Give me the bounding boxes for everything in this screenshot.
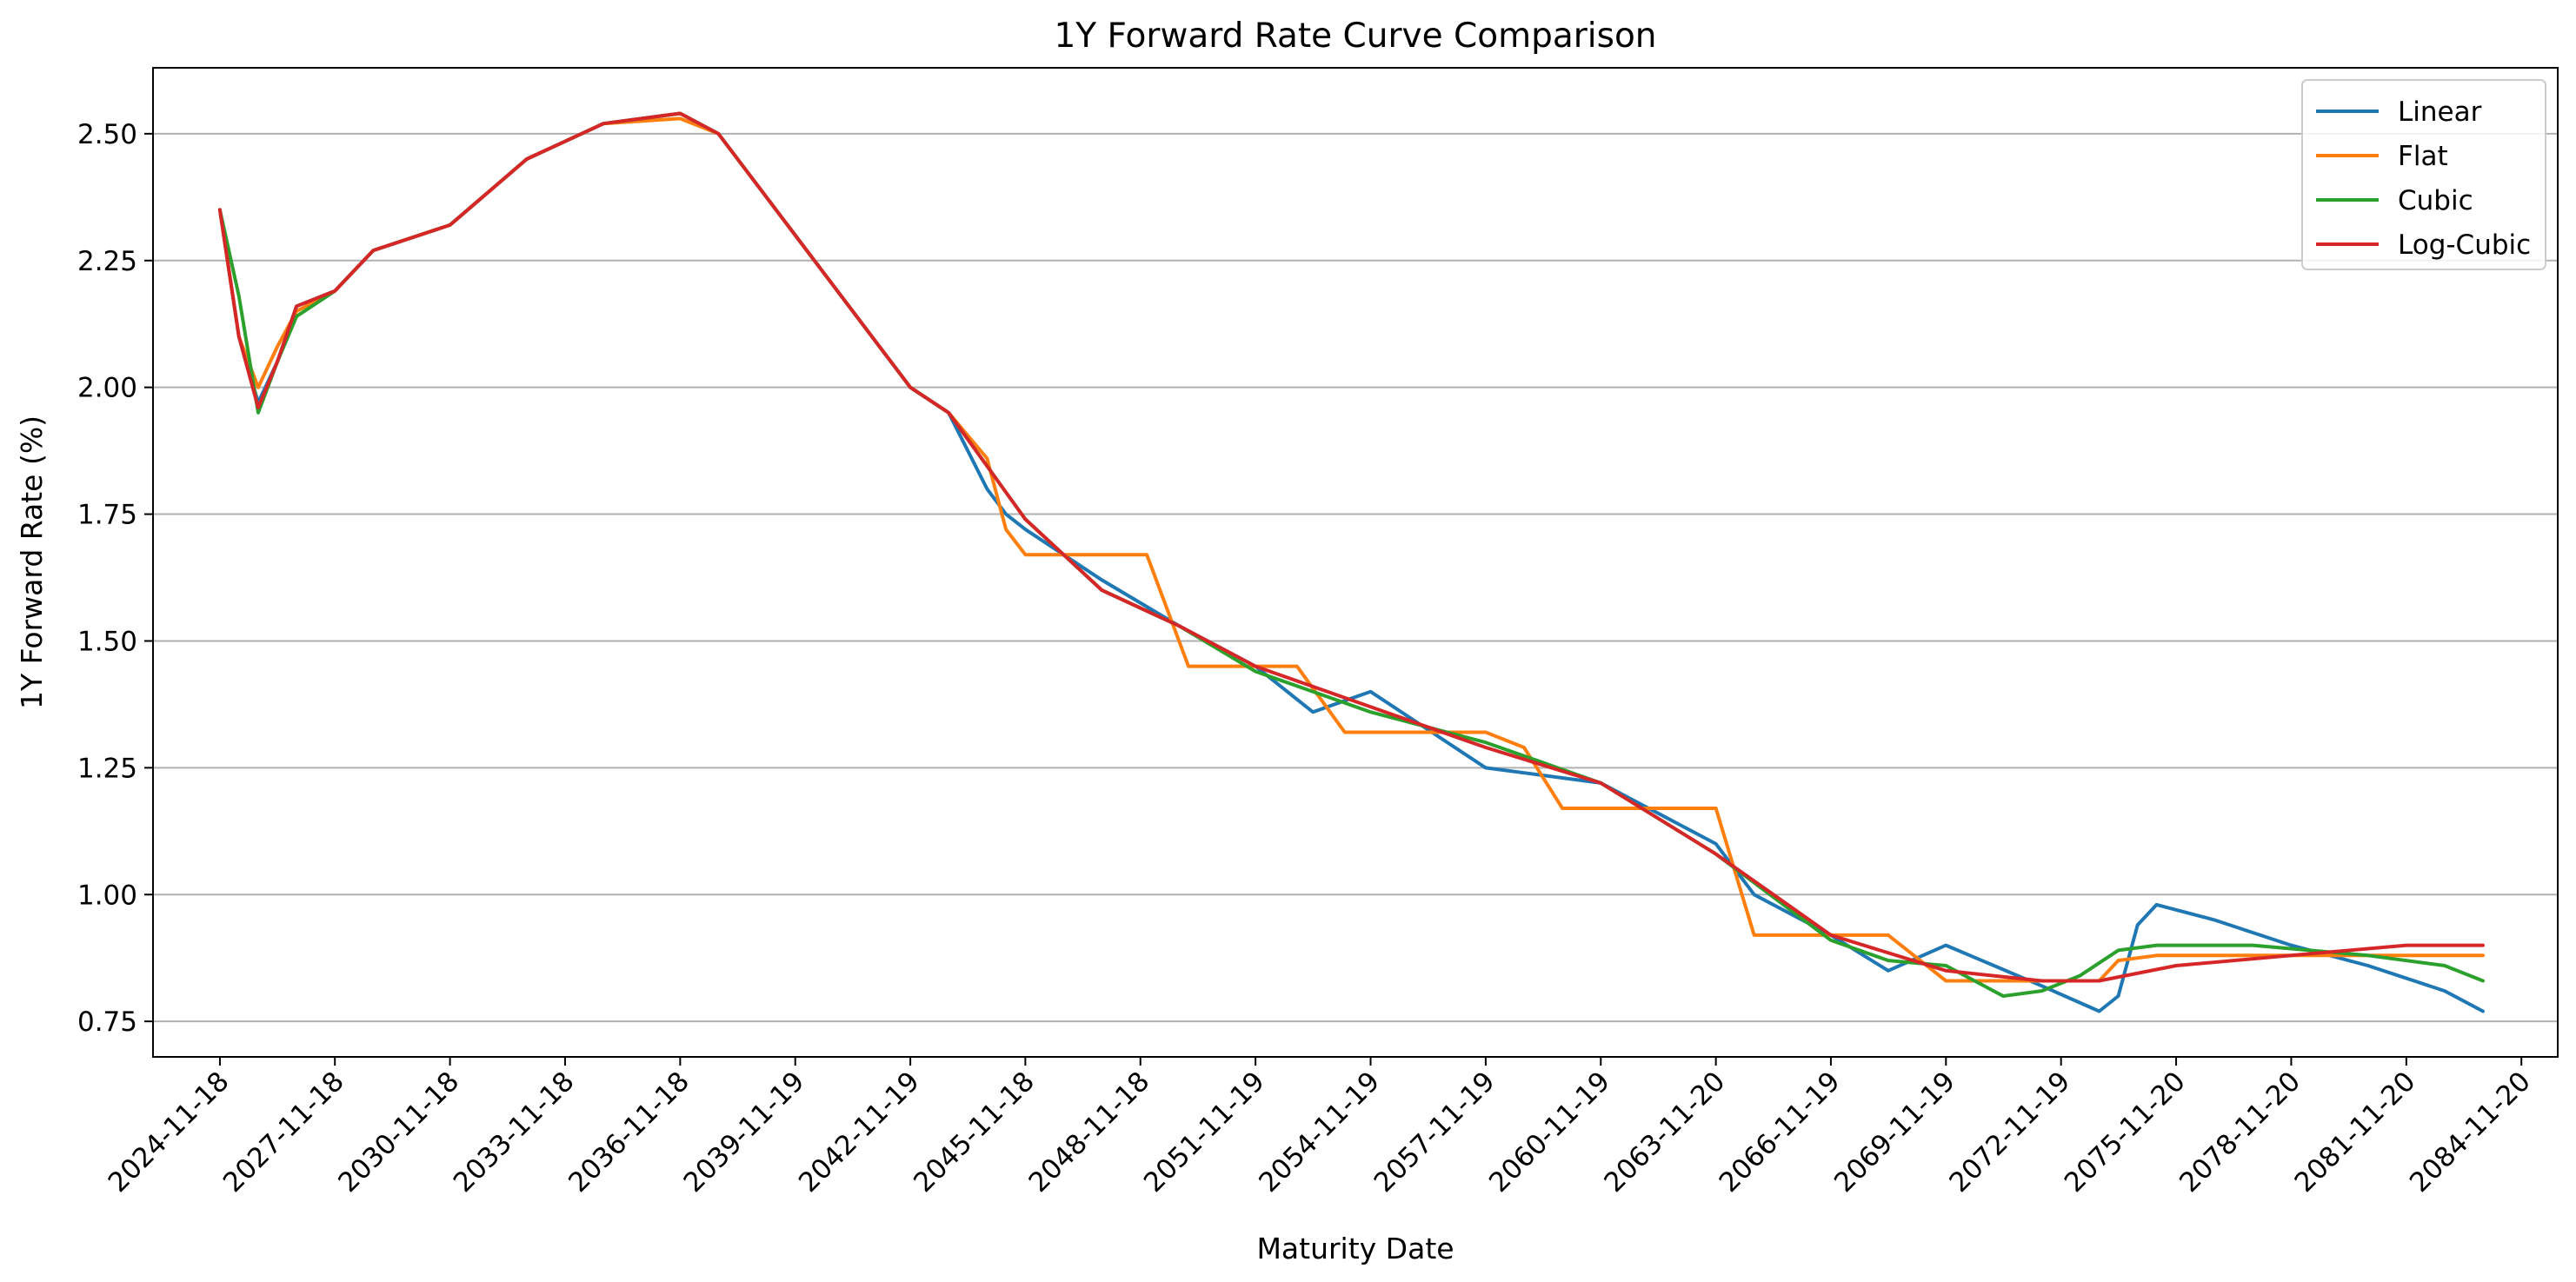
y-tick-label: 1.50 — [77, 626, 137, 657]
y-tick-label: 1.75 — [77, 500, 137, 531]
y-tick-label: 1.00 — [77, 880, 137, 911]
legend-label: Linear — [2398, 96, 2482, 128]
y-axis-label: 1Y Forward Rate (%) — [15, 415, 49, 709]
plot-frame — [152, 67, 2559, 1058]
y-tick-label: 2.25 — [77, 246, 137, 277]
legend-box — [2301, 79, 2546, 270]
y-tick-label: 2.50 — [77, 119, 137, 150]
x-axis-label: Maturity Date — [1256, 1232, 1454, 1265]
legend-label: Log-Cubic — [2398, 229, 2531, 261]
y-axis-ticks: 0.75 1.00 1.25 1.50 1.75 2.00 2.25 2.50 — [77, 119, 153, 1038]
series-line-log-cubic — [217, 111, 2485, 983]
legend: Linear Flat Cubic Log-Cubic — [2301, 79, 2546, 270]
legend-label: Flat — [2398, 141, 2448, 172]
y-tick-label: 1.25 — [77, 753, 137, 784]
gridlines — [153, 132, 2558, 1023]
legend-label: Cubic — [2398, 185, 2473, 216]
series-lines — [217, 111, 2485, 1013]
y-tick-label: 0.75 — [77, 1006, 137, 1038]
chart-title: 1Y Forward Rate Curve Comparison — [1054, 17, 1656, 56]
y-tick-label: 2.00 — [77, 373, 137, 404]
